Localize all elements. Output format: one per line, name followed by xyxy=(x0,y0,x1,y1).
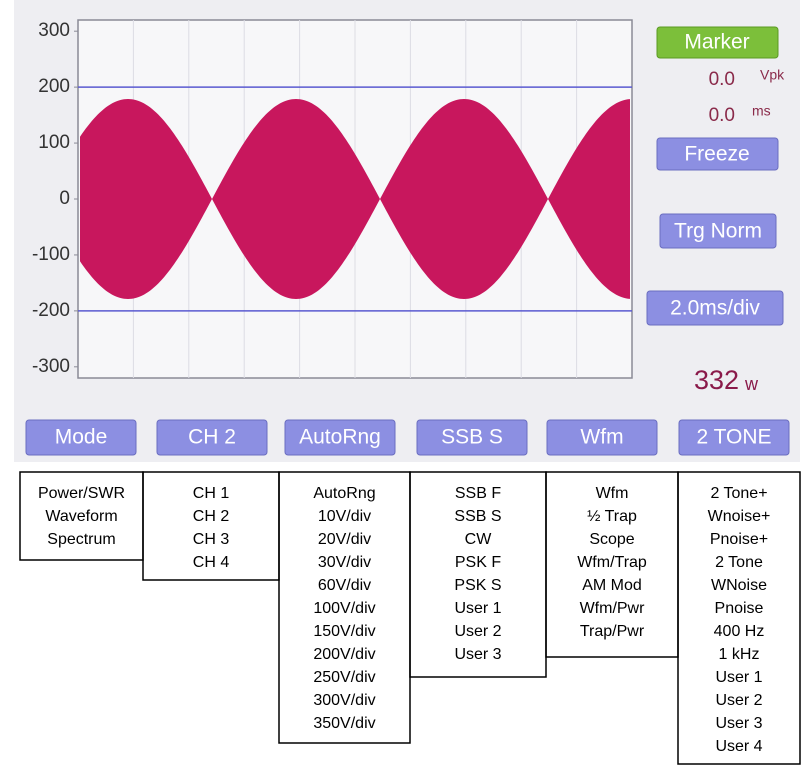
y-tick-label: 100 xyxy=(38,132,70,153)
menu-item: AM Mod xyxy=(582,577,642,594)
menu-item: 100V/div xyxy=(313,600,375,617)
menu-item: SSB F xyxy=(455,485,501,502)
menu-item: User 4 xyxy=(715,738,762,755)
mode-button[interactable]: Wfm xyxy=(546,419,658,456)
menu-item: 30V/div xyxy=(318,554,371,571)
trigger-button[interactable]: Trg Norm xyxy=(659,213,777,249)
freeze-button-bg[interactable] xyxy=(656,137,779,171)
menu-item: PSK S xyxy=(454,577,501,594)
button-bg[interactable] xyxy=(284,419,396,456)
bottom-buttons: Mode CH 2 AutoRng SSB S Wfm 2 TONE xyxy=(25,419,790,456)
menu-item: Spectrum xyxy=(47,531,115,548)
freeze-button[interactable]: Freeze xyxy=(656,137,779,171)
button-label[interactable]: 2 TONE xyxy=(696,426,771,449)
time: 0.0 xyxy=(709,105,735,126)
menu-item: ½ Trap xyxy=(587,508,637,525)
waveform xyxy=(80,99,630,299)
freeze-label[interactable]: Freeze xyxy=(684,143,749,166)
menu-item: 200V/div xyxy=(313,646,375,663)
menu-item: User 3 xyxy=(715,715,762,732)
menu-item: Pnoise+ xyxy=(710,531,768,548)
button-label[interactable]: Mode xyxy=(55,426,108,449)
button-bg[interactable] xyxy=(546,419,658,456)
button-bg[interactable] xyxy=(678,419,790,456)
menu-item: Wfm/Trap xyxy=(577,554,647,571)
menu-item: CH 3 xyxy=(193,531,230,548)
menu-item: 2 Tone xyxy=(715,554,763,571)
mode-button[interactable]: SSB S xyxy=(416,419,528,456)
timebase-button[interactable]: 2.0ms/div xyxy=(646,290,784,326)
menu-item: WNoise xyxy=(711,577,767,594)
menu-item: 150V/div xyxy=(313,623,375,640)
mode-button[interactable]: 2 TONE xyxy=(678,419,790,456)
menu-item: CH 4 xyxy=(193,554,230,571)
menu-item: User 3 xyxy=(454,646,501,663)
y-tick-label: 200 xyxy=(38,76,70,97)
menu-item: User 1 xyxy=(715,669,762,686)
time-unit: ms xyxy=(752,103,771,119)
menu-item: User 2 xyxy=(715,692,762,709)
menu-item: CH 1 xyxy=(193,485,230,502)
menu-box xyxy=(677,471,801,765)
menu-item: 300V/div xyxy=(313,692,375,709)
menu-item: 1 kHz xyxy=(719,646,760,663)
menu-item: User 2 xyxy=(454,623,501,640)
menu-item: 60V/div xyxy=(318,577,371,594)
plot: 300 200 100 0 -100 -200 -300 xyxy=(32,20,632,377)
button-label[interactable]: SSB S xyxy=(441,426,503,449)
menu-item: Trap/Pwr xyxy=(580,623,645,640)
menu-item: 10V/div xyxy=(318,508,371,525)
menu-item: PSK F xyxy=(455,554,501,571)
menu-item: AutoRng xyxy=(313,485,375,502)
menu-item: Wnoise+ xyxy=(708,508,771,525)
timebase-label[interactable]: 2.0ms/div xyxy=(670,297,760,320)
menu-item: Wfm xyxy=(596,485,629,502)
menu-item: 20V/div xyxy=(318,531,371,548)
button-bg[interactable] xyxy=(156,419,268,456)
menu-item: CH 2 xyxy=(193,508,230,525)
y-tick-label: -200 xyxy=(32,300,70,321)
menus: Power/SWR Waveform Spectrum CH 1 CH 2 CH 3 CH … xyxy=(19,471,801,765)
y-tick-label: -300 xyxy=(32,356,70,377)
menu-item: Power/SWR xyxy=(38,485,125,502)
mode-button[interactable]: Mode xyxy=(25,419,137,456)
menu-item: Waveform xyxy=(45,508,117,525)
trigger-button-bg[interactable] xyxy=(659,213,777,249)
voltage: 0.0 xyxy=(709,69,735,90)
marker-label[interactable]: Marker xyxy=(684,31,749,54)
button-bg[interactable] xyxy=(25,419,137,456)
menu-item: 250V/div xyxy=(313,669,375,686)
menu-item: SSB S xyxy=(454,508,501,525)
y-tick-label: 0 xyxy=(59,188,70,209)
menu-item: Pnoise xyxy=(715,600,764,617)
button-label[interactable]: CH 2 xyxy=(188,426,236,449)
timebase-button-bg[interactable] xyxy=(646,290,784,326)
power-unit: w xyxy=(744,374,759,394)
menu-item: 2 Tone+ xyxy=(710,485,767,502)
menu-item: User 1 xyxy=(454,600,501,617)
menu-item: Wfm/Pwr xyxy=(580,600,646,617)
side-panel: Marker 0.0 Vpk 0.0 ms Freeze Trg Norm 2.… xyxy=(646,26,785,395)
button-label[interactable]: AutoRng xyxy=(299,426,381,449)
menu-item: 350V/div xyxy=(313,715,375,732)
trigger-label[interactable]: Trg Norm xyxy=(674,220,762,243)
mode-button[interactable]: AutoRng xyxy=(284,419,396,456)
y-tick-label: 300 xyxy=(38,20,70,41)
menu-item: Scope xyxy=(589,531,634,548)
button-label[interactable]: Wfm xyxy=(580,426,623,449)
y-tick-label: -100 xyxy=(32,244,70,265)
menu-item: 400 Hz xyxy=(714,623,765,640)
power: 332 xyxy=(694,365,739,395)
marker-button-bg[interactable] xyxy=(656,26,779,59)
voltage-unit: Vpk xyxy=(760,67,785,83)
marker-button[interactable]: Marker xyxy=(656,26,779,59)
mode-button[interactable]: CH 2 xyxy=(156,419,268,456)
button-bg[interactable] xyxy=(416,419,528,456)
menu-item: CW xyxy=(465,531,493,548)
